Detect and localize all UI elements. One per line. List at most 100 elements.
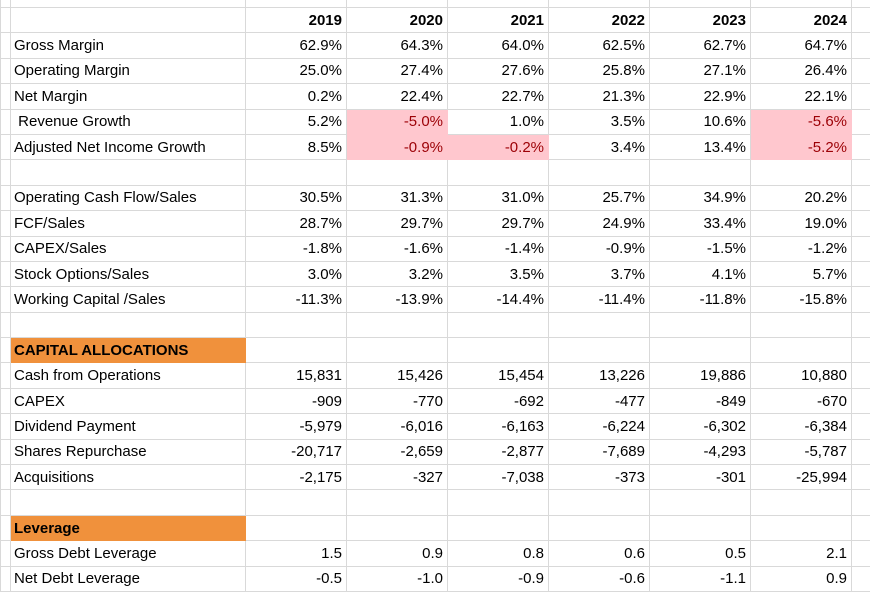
cell-empty[interactable] (650, 0, 751, 8)
value-cell[interactable]: 28.7% (246, 211, 347, 237)
value-cell[interactable]: 15,426 (347, 363, 448, 389)
value-cell[interactable]: 34.9% (650, 185, 751, 212)
cell-empty[interactable] (549, 312, 650, 339)
cell-empty[interactable] (650, 338, 751, 364)
value-cell[interactable]: -1.6% (347, 236, 448, 262)
value-cell[interactable]: 62.5% (549, 33, 650, 59)
cell-empty[interactable] (1, 33, 11, 59)
year-header-cell[interactable]: 2019 (246, 8, 347, 34)
cell-empty[interactable] (751, 338, 852, 364)
row-label-cell[interactable]: Dividend Payment (11, 414, 246, 440)
value-cell[interactable]: -0.6 (549, 566, 650, 592)
cell-empty[interactable] (549, 515, 650, 542)
year-header-cell[interactable]: 2024 (751, 8, 852, 34)
cell-empty[interactable] (1, 134, 11, 161)
cell-empty[interactable] (347, 0, 448, 8)
cell-empty[interactable] (347, 338, 448, 364)
value-cell[interactable]: 15,831 (246, 363, 347, 389)
value-cell[interactable]: 22.9% (650, 84, 751, 110)
value-cell[interactable]: -770 (347, 388, 448, 415)
section-header-cell[interactable]: CAPITAL ALLOCATIONS (11, 338, 246, 364)
cell-empty[interactable] (246, 338, 347, 364)
row-label-cell[interactable]: Acquisitions (11, 465, 246, 491)
cell-empty[interactable] (1, 490, 11, 516)
value-cell[interactable]: -849 (650, 388, 751, 415)
value-cell[interactable]: 25.7% (549, 185, 650, 212)
value-cell[interactable]: 27.4% (347, 58, 448, 85)
cell-empty[interactable] (549, 490, 650, 516)
cell-empty[interactable] (246, 160, 347, 186)
row-label-cell[interactable]: CAPEX (11, 388, 246, 415)
cell-empty[interactable] (1, 109, 11, 135)
value-cell[interactable]: -2,175 (246, 465, 347, 491)
row-label-cell[interactable]: Gross Margin (11, 33, 246, 59)
cell-empty[interactable] (448, 160, 549, 186)
value-cell[interactable]: 22.7% (448, 84, 549, 110)
cell-empty[interactable] (650, 490, 751, 516)
value-cell[interactable]: -477 (549, 388, 650, 415)
value-cell[interactable]: 27.1% (650, 58, 751, 85)
cell-empty[interactable] (347, 160, 448, 186)
value-cell[interactable]: -1.1 (650, 566, 751, 592)
cell-empty[interactable] (448, 490, 549, 516)
cell-empty[interactable] (1, 414, 11, 440)
cell-empty[interactable] (448, 312, 549, 339)
value-cell[interactable]: 24.9% (549, 211, 650, 237)
cell-empty[interactable] (1, 185, 11, 212)
cell-empty[interactable] (1, 287, 11, 313)
cell-empty[interactable] (852, 516, 870, 542)
value-cell[interactable]: -25,994 (751, 465, 852, 491)
value-cell[interactable]: 29.7% (347, 211, 448, 237)
cell-empty[interactable] (1, 211, 11, 237)
cell-empty[interactable] (852, 160, 870, 186)
cell-empty[interactable] (1, 439, 11, 466)
value-cell[interactable]: 21.3% (549, 84, 650, 110)
cell-empty[interactable] (448, 515, 549, 542)
cell-empty[interactable] (11, 8, 246, 34)
row-label-cell[interactable]: Stock Options/Sales (11, 261, 246, 288)
value-cell-highlighted[interactable]: -0.9% (347, 134, 448, 161)
value-cell[interactable]: -5,979 (246, 414, 347, 440)
cell-empty[interactable] (852, 465, 870, 491)
row-label-cell[interactable]: Net Debt Leverage (11, 566, 246, 592)
row-label-cell[interactable]: Revenue Growth (11, 109, 246, 135)
value-cell[interactable]: 64.7% (751, 33, 852, 59)
value-cell[interactable]: -0.9% (549, 236, 650, 262)
section-header-cell[interactable]: Leverage (11, 515, 246, 542)
cell-empty[interactable] (1, 541, 11, 567)
value-cell[interactable]: -6,224 (549, 414, 650, 440)
cell-empty[interactable] (1, 261, 11, 288)
cell-empty[interactable] (650, 515, 751, 542)
row-label-cell[interactable]: Operating Cash Flow/Sales (11, 185, 246, 212)
value-cell[interactable]: -1.0 (347, 566, 448, 592)
value-cell[interactable]: 13,226 (549, 363, 650, 389)
cell-empty[interactable] (852, 567, 870, 592)
cell-empty[interactable] (852, 84, 870, 110)
value-cell[interactable]: -670 (751, 388, 852, 415)
cell-empty[interactable] (852, 59, 870, 85)
row-label-cell[interactable]: Cash from Operations (11, 363, 246, 389)
cell-empty[interactable] (11, 160, 246, 186)
cell-empty[interactable] (852, 33, 870, 59)
cell-empty[interactable] (347, 312, 448, 339)
row-label-cell[interactable]: Working Capital /Sales (11, 287, 246, 313)
value-cell[interactable]: -1.4% (448, 236, 549, 262)
cell-empty[interactable] (448, 0, 549, 8)
value-cell[interactable]: 62.9% (246, 33, 347, 59)
row-label-cell[interactable]: Gross Debt Leverage (11, 541, 246, 567)
value-cell[interactable]: 64.0% (448, 33, 549, 59)
value-cell[interactable]: 1.0% (448, 109, 549, 135)
cell-empty[interactable] (11, 312, 246, 339)
value-cell[interactable]: -1.2% (751, 236, 852, 262)
cell-empty[interactable] (650, 160, 751, 186)
value-cell[interactable]: 5.2% (246, 109, 347, 135)
value-cell[interactable]: 29.7% (448, 211, 549, 237)
value-cell[interactable]: 22.4% (347, 84, 448, 110)
value-cell[interactable]: 62.7% (650, 33, 751, 59)
value-cell-highlighted[interactable]: -5.6% (751, 109, 852, 135)
value-cell[interactable]: 13.4% (650, 134, 751, 161)
value-cell[interactable]: -5,787 (751, 439, 852, 466)
value-cell[interactable]: 3.2% (347, 261, 448, 288)
value-cell[interactable]: 10.6% (650, 109, 751, 135)
value-cell[interactable]: 3.4% (549, 134, 650, 161)
